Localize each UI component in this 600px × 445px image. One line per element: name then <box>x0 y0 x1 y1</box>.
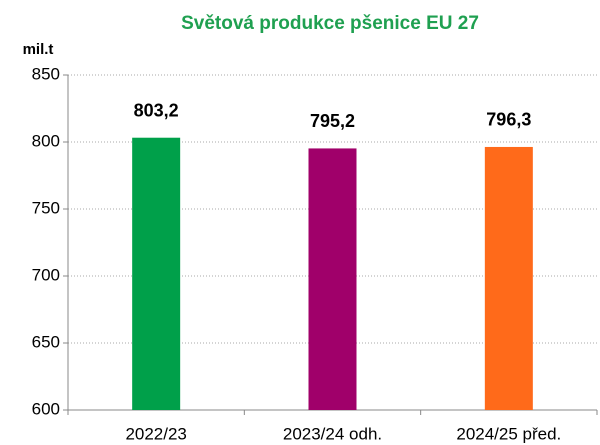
y-tick-label: 700 <box>32 265 60 284</box>
y-tick-label: 800 <box>32 131 60 150</box>
y-axis-label: mil.t <box>23 41 54 58</box>
bar <box>132 137 181 410</box>
x-tick-label: 2022/23 <box>125 424 186 443</box>
y-tick-label: 650 <box>32 332 60 351</box>
bar <box>484 146 533 410</box>
chart-title: Světová produkce pšenice EU 27 <box>181 13 479 34</box>
value-label: 803,2 <box>134 100 179 120</box>
x-tick-label: 2023/24 odh. <box>283 424 382 443</box>
y-tick-label: 850 <box>32 64 60 83</box>
value-label: 796,3 <box>486 110 531 130</box>
value-label: 795,2 <box>310 111 355 131</box>
y-tick-label: 750 <box>32 198 60 217</box>
x-tick-label: 2024/25 před. <box>456 424 561 443</box>
y-tick-label: 600 <box>32 399 60 418</box>
bar <box>308 148 357 410</box>
